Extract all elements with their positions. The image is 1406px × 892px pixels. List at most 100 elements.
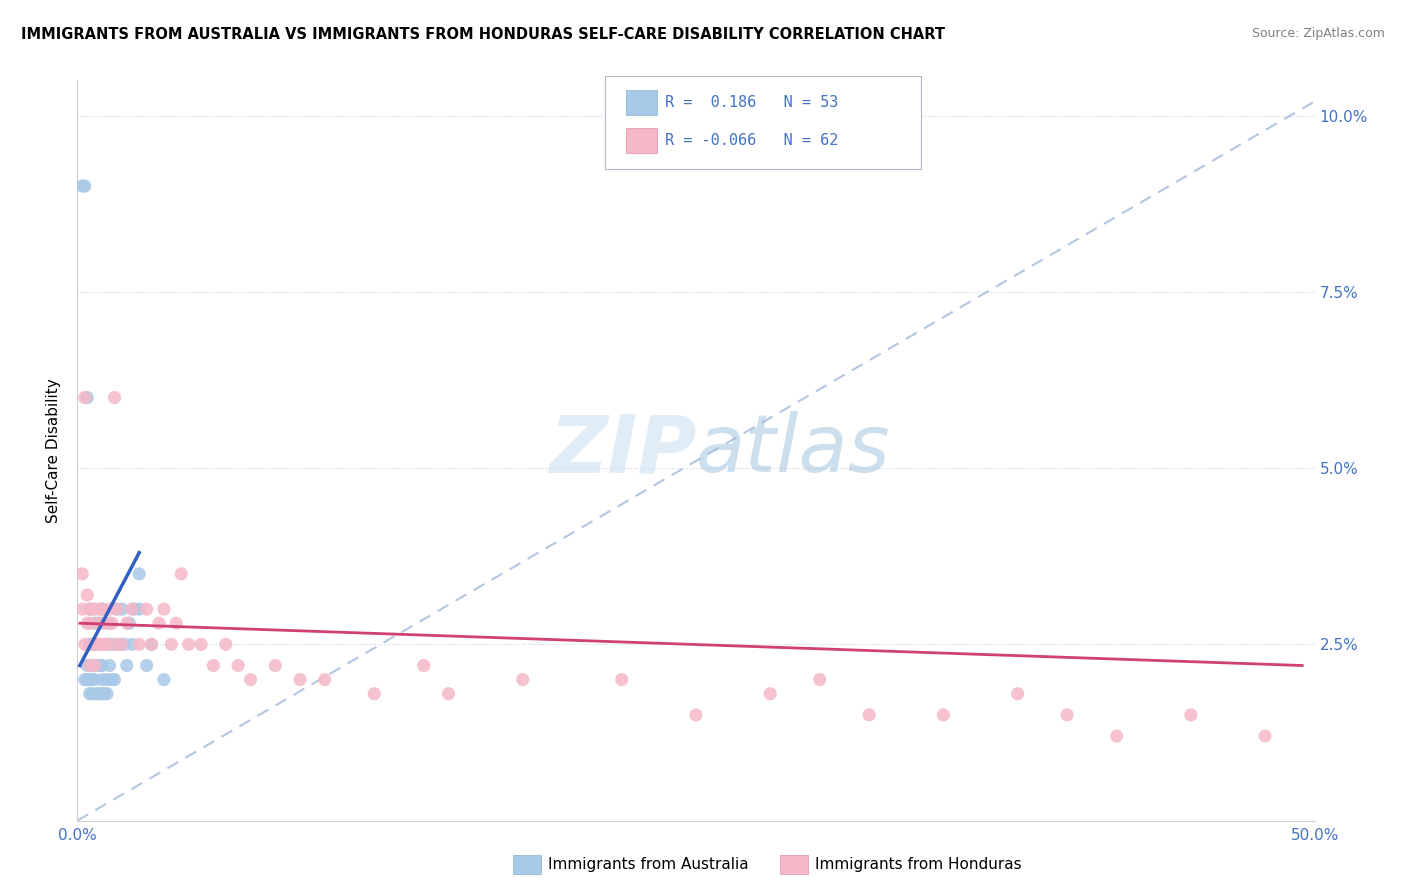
Point: [135, 602, 157, 616]
Point: [118, 616, 141, 631]
Point: [93, 687, 115, 701]
Point: [103, 637, 125, 651]
Point: [93, 637, 115, 651]
Point: [128, 602, 150, 616]
Point: [122, 602, 145, 616]
Point: [79, 637, 101, 651]
Point: [89, 658, 111, 673]
Point: [1105, 729, 1128, 743]
Point: [73, 391, 96, 405]
Point: [512, 673, 534, 687]
Point: [86, 687, 108, 701]
Point: [79, 673, 101, 687]
Text: R =  0.186   N = 53: R = 0.186 N = 53: [665, 95, 838, 110]
Point: [79, 658, 101, 673]
Point: [103, 673, 125, 687]
Point: [314, 673, 336, 687]
Point: [82, 637, 104, 651]
Point: [148, 616, 170, 631]
Point: [170, 566, 193, 581]
Point: [72, 566, 94, 581]
Text: IMMIGRANTS FROM AUSTRALIA VS IMMIGRANTS FROM HONDURAS SELF-CARE DISABILITY CORRE: IMMIGRANTS FROM AUSTRALIA VS IMMIGRANTS …: [21, 27, 945, 42]
Point: [82, 673, 104, 687]
Text: Immigrants from Australia: Immigrants from Australia: [548, 857, 749, 871]
Y-axis label: Self-Care Disability: Self-Care Disability: [46, 378, 62, 523]
Point: [128, 637, 150, 651]
Point: [91, 602, 114, 616]
Point: [96, 637, 118, 651]
Point: [83, 658, 105, 673]
Point: [83, 616, 105, 631]
Point: [135, 658, 157, 673]
Point: [111, 602, 134, 616]
Point: [128, 566, 150, 581]
Point: [96, 637, 118, 651]
Point: [91, 687, 114, 701]
Point: [86, 616, 108, 631]
Point: [91, 602, 114, 616]
Point: [165, 616, 187, 631]
Point: [932, 707, 955, 722]
Point: [72, 602, 94, 616]
Point: [72, 179, 94, 194]
Point: [98, 658, 121, 673]
Point: [215, 637, 238, 651]
Point: [101, 637, 124, 651]
Point: [239, 673, 262, 687]
Point: [412, 658, 434, 673]
Point: [115, 658, 138, 673]
Point: [759, 687, 782, 701]
Point: [82, 637, 104, 651]
Point: [91, 658, 114, 673]
Point: [153, 673, 176, 687]
Point: [264, 658, 287, 673]
Point: [363, 687, 385, 701]
Point: [89, 616, 111, 631]
Point: [101, 673, 124, 687]
Point: [79, 602, 101, 616]
Point: [76, 391, 98, 405]
Point: [121, 602, 143, 616]
Point: [103, 637, 125, 651]
Point: [98, 602, 121, 616]
Point: [86, 637, 108, 651]
Point: [82, 687, 104, 701]
Point: [83, 658, 105, 673]
Point: [141, 637, 163, 651]
Point: [96, 673, 118, 687]
Text: ZIP: ZIP: [548, 411, 696, 490]
Point: [190, 637, 212, 651]
Point: [1056, 707, 1078, 722]
Point: [111, 637, 134, 651]
Point: [108, 637, 131, 651]
Point: [83, 673, 105, 687]
Point: [115, 616, 138, 631]
Point: [73, 673, 96, 687]
Text: atlas: atlas: [696, 411, 891, 490]
Point: [82, 658, 104, 673]
Point: [1007, 687, 1029, 701]
Point: [83, 602, 105, 616]
Point: [858, 707, 880, 722]
Point: [86, 637, 108, 651]
Point: [685, 707, 707, 722]
Point: [202, 658, 225, 673]
Point: [98, 616, 121, 631]
Point: [73, 637, 96, 651]
Point: [82, 602, 104, 616]
Point: [93, 637, 115, 651]
Point: [153, 602, 176, 616]
Point: [121, 637, 143, 651]
Point: [79, 602, 101, 616]
Text: Immigrants from Honduras: Immigrants from Honduras: [815, 857, 1022, 871]
Point: [101, 616, 124, 631]
Point: [610, 673, 633, 687]
Text: Source: ZipAtlas.com: Source: ZipAtlas.com: [1251, 27, 1385, 40]
Point: [1254, 729, 1277, 743]
Point: [76, 616, 98, 631]
Point: [76, 673, 98, 687]
Point: [91, 616, 114, 631]
Point: [105, 602, 128, 616]
Point: [177, 637, 200, 651]
Point: [105, 602, 128, 616]
